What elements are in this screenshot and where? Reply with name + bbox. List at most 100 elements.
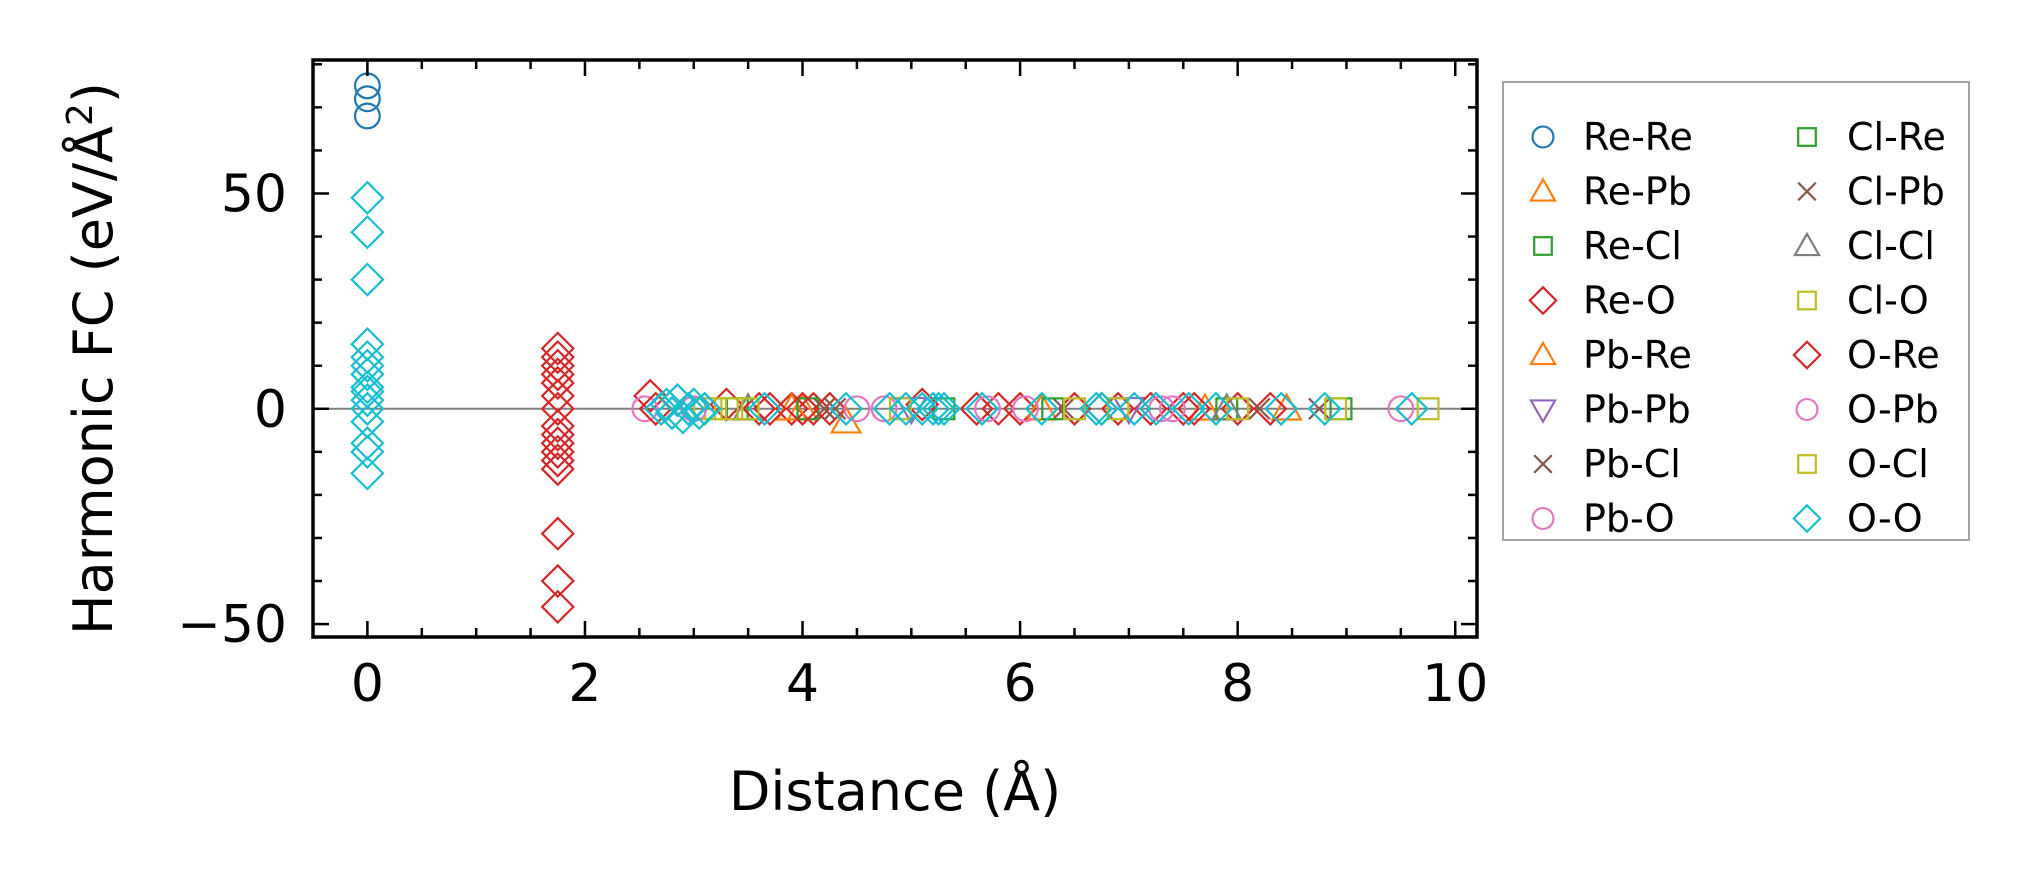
legend-entry: Pb-O — [1531, 497, 1675, 541]
legend-entry: Cl-O — [1797, 279, 1929, 323]
legend-label: Re-Cl — [1583, 224, 1682, 268]
data-point — [353, 102, 381, 130]
data-point — [1198, 391, 1234, 426]
legend-entry: Re-Re — [1531, 115, 1693, 159]
data-point — [1387, 395, 1415, 423]
legend-label: Cl-Pb — [1847, 170, 1945, 214]
x-tick-label: 10 — [1422, 654, 1488, 714]
legend-entry: Re-Pb — [1529, 170, 1692, 214]
series-o-o — [350, 180, 1429, 491]
legend-marker — [1529, 177, 1557, 202]
legend-entry: Cl-Pb — [1797, 170, 1945, 214]
y-tick-label: 0 — [254, 380, 287, 440]
data-point — [350, 404, 385, 439]
data-point — [921, 391, 956, 426]
legend-entry: Re-Cl — [1533, 224, 1682, 268]
legend-label: Cl-Re — [1847, 115, 1946, 159]
data-point — [540, 443, 575, 478]
legend-marker — [1529, 340, 1557, 366]
data-point — [676, 387, 711, 422]
data-point — [1138, 391, 1174, 426]
data-point — [350, 456, 385, 491]
legend-marker — [1797, 127, 1817, 147]
y-tick-label: −50 — [177, 595, 287, 655]
data-point — [888, 391, 924, 426]
data-point — [796, 391, 831, 426]
legend-marker — [1531, 125, 1555, 149]
y-axis-title: Harmonic FC (eV/Å2) — [60, 82, 125, 635]
data-point — [350, 215, 385, 250]
legend-marker — [1792, 340, 1822, 370]
legend-label: O-O — [1847, 497, 1923, 541]
data-point — [540, 434, 575, 469]
data-point — [926, 391, 962, 426]
x-tick-label: 8 — [1221, 654, 1254, 714]
legend-marker — [1793, 231, 1821, 257]
axes-frame — [311, 58, 1479, 639]
legend-box — [1502, 81, 1970, 541]
data-point — [687, 391, 722, 426]
legend-entry: Pb-Re — [1529, 333, 1692, 377]
data-point — [350, 370, 385, 405]
legend-label: Re-Pb — [1583, 170, 1692, 214]
legend-entry: Re-O — [1528, 279, 1676, 323]
series-re-re — [353, 72, 381, 130]
legend-marker — [1797, 454, 1817, 474]
legend-entry: Pb-Cl — [1533, 442, 1681, 486]
data-point — [631, 395, 659, 423]
legend-marker — [1528, 285, 1558, 316]
data-point — [823, 397, 847, 420]
data-point — [350, 434, 385, 469]
legend-label: O-Pb — [1847, 388, 1939, 432]
legend-label: Pb-Pb — [1583, 388, 1691, 432]
data-point — [870, 395, 898, 423]
data-point — [1248, 397, 1271, 420]
x-axis-title: Distance (Å) — [729, 759, 1061, 823]
legend-entry: Pb-Pb — [1529, 388, 1691, 432]
data-point — [540, 365, 575, 401]
legend-label: Pb-Re — [1583, 333, 1692, 377]
data-point — [540, 417, 575, 452]
data-point — [1079, 391, 1114, 426]
series-re-o — [540, 331, 1288, 625]
plot-area: 0 2 4 6 8 10 −50 0 50 Distance (Å) Harmonic FC (eV… — [60, 58, 1488, 823]
data-point — [540, 516, 575, 551]
data-point — [540, 339, 575, 375]
data-point — [741, 391, 777, 426]
data-point — [540, 451, 575, 487]
data-point — [350, 426, 385, 461]
data-point — [747, 391, 782, 426]
legend-marker — [1533, 454, 1553, 474]
legend-label: O-Cl — [1847, 442, 1929, 486]
data-point — [350, 348, 385, 383]
legend-label: Re-O — [1583, 279, 1676, 323]
legend-entry: Cl-Re — [1797, 115, 1946, 159]
data-point — [633, 378, 668, 414]
data-point — [1394, 391, 1429, 426]
data-point — [1324, 397, 1348, 421]
data-point — [350, 357, 385, 392]
data-point — [1226, 397, 1250, 421]
legend-marker — [1797, 290, 1817, 311]
data-point — [843, 395, 871, 423]
x-tick-label: 6 — [1004, 654, 1037, 714]
data-point — [1253, 391, 1288, 426]
data-point — [813, 397, 836, 420]
data-point — [649, 387, 684, 422]
data-point — [1012, 395, 1039, 423]
data-point — [785, 391, 820, 426]
legend: Re-Re Re-Pb Re-Cl Re-O Pb-Re Pb-Pb Pb-Cl Pb-O Cl… — [1502, 81, 1970, 541]
legend-entry: O-Re — [1792, 333, 1940, 377]
legend-label: Cl-O — [1847, 279, 1929, 323]
data-point — [736, 397, 760, 421]
data-point — [1264, 391, 1299, 426]
data-point — [828, 391, 864, 426]
legend-marker — [1792, 503, 1822, 534]
data-point — [540, 331, 575, 366]
legend-marker — [1533, 236, 1553, 256]
data-point — [350, 262, 385, 297]
legend-entry: O-Cl — [1797, 442, 1929, 486]
data-point — [540, 426, 575, 461]
data-point — [915, 391, 951, 426]
